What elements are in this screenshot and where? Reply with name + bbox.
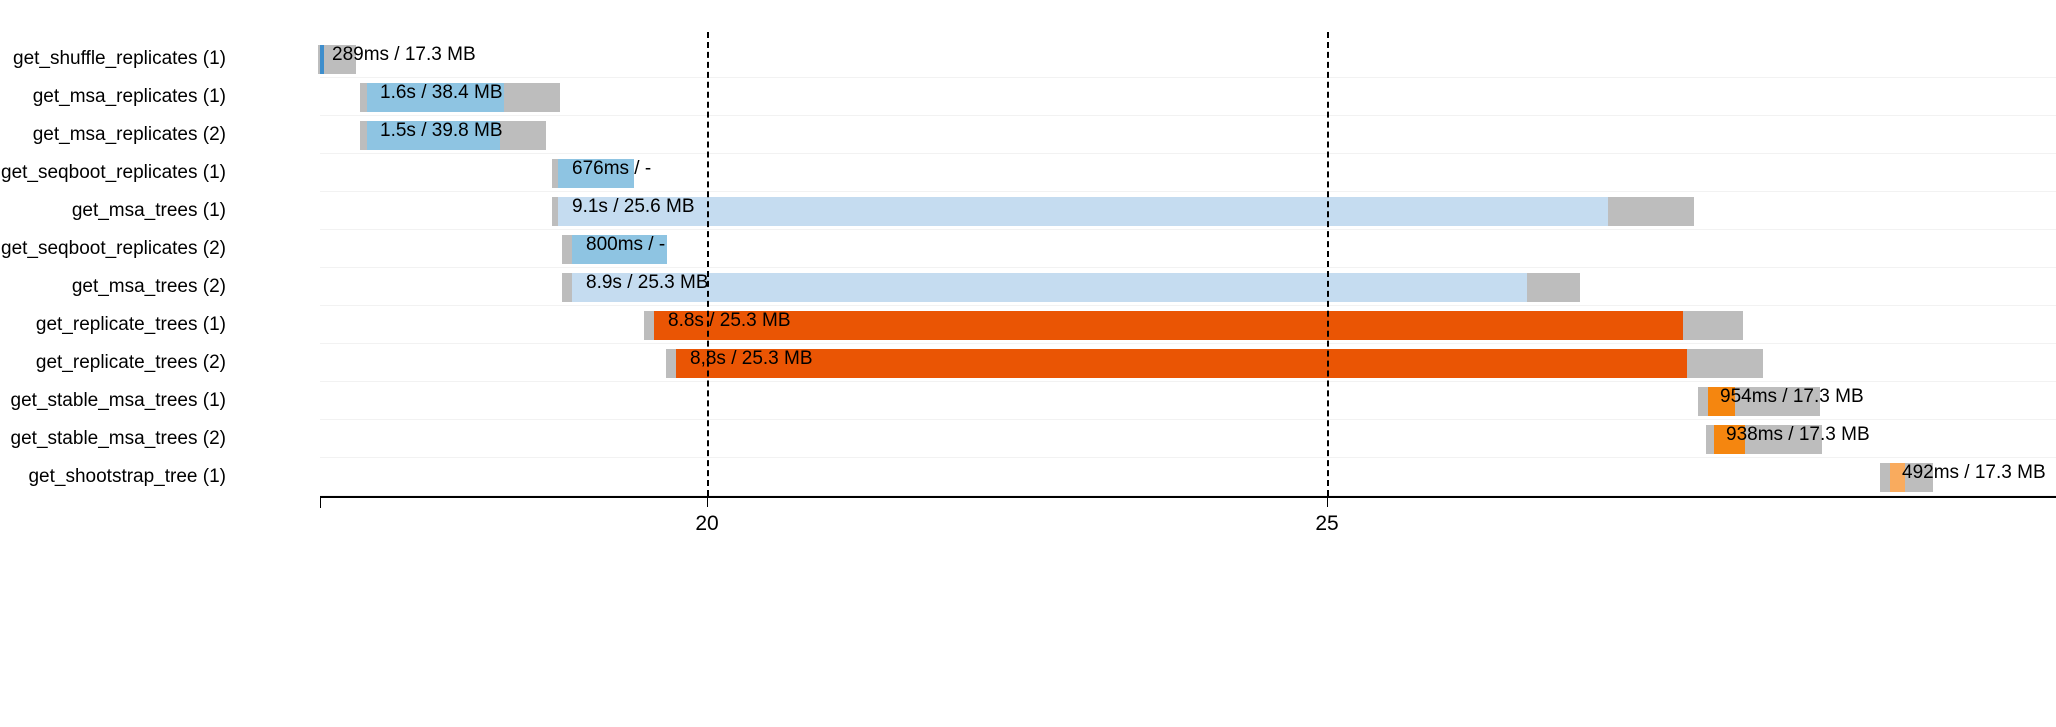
axis-start-cap bbox=[320, 498, 321, 508]
bar-value-label: 1.5s / 39.8 MB bbox=[380, 120, 503, 141]
bar-value-label: 1.6s / 38.4 MB bbox=[380, 82, 503, 103]
gantt-row[interactable]: get_stable_msa_trees (1) 954ms / 17.3 MB bbox=[0, 382, 2056, 420]
bar-total-span[interactable] bbox=[666, 349, 1763, 378]
row-label: get_shootstrap_tree (1) bbox=[28, 466, 226, 487]
tick-mark-25 bbox=[1327, 498, 1328, 507]
bar-active-span[interactable] bbox=[558, 197, 1608, 226]
bar-active-span[interactable] bbox=[572, 273, 1527, 302]
tick-label-20: 20 bbox=[695, 512, 719, 535]
gridline-25 bbox=[1327, 32, 1329, 496]
row-separator bbox=[320, 419, 2056, 420]
bar-total-span[interactable] bbox=[318, 45, 356, 74]
bar-active-span[interactable] bbox=[654, 311, 1683, 340]
bar-total-span[interactable] bbox=[360, 83, 560, 112]
gantt-row[interactable]: get_msa_replicates (1) 1.6s / 38.4 MB bbox=[0, 78, 2056, 116]
row-separator bbox=[320, 191, 2056, 192]
bar-value-label: 9.1s / 25.6 MB bbox=[572, 196, 695, 217]
tick-label-25: 25 bbox=[1315, 512, 1339, 535]
bar-value-label: 800ms / - bbox=[586, 234, 666, 255]
gantt-row[interactable]: get_msa_trees (2) 8.9s / 25.3 MB bbox=[0, 268, 2056, 306]
row-label: get_msa_replicates (1) bbox=[32, 86, 226, 107]
bar-total-span[interactable] bbox=[562, 235, 667, 264]
row-separator bbox=[320, 153, 2056, 154]
gridline-20 bbox=[707, 32, 709, 496]
gantt-row[interactable]: get_replicate_trees (1) 8.8s / 25.3 MB bbox=[0, 306, 2056, 344]
bar-active-span[interactable] bbox=[572, 235, 667, 264]
bar-active-span[interactable] bbox=[367, 83, 504, 112]
gantt-row[interactable]: get_shootstrap_tree (1) 492ms / 17.3 MB bbox=[0, 458, 2056, 496]
bar-value-label: 8,8s / 25.3 MB bbox=[690, 348, 813, 369]
bar-active-span[interactable] bbox=[367, 121, 500, 150]
gantt-row[interactable]: get_shuffle_replicates (1) 289ms / 17.3 M… bbox=[0, 40, 2056, 78]
row-label: get_stable_msa_trees (1) bbox=[10, 390, 226, 411]
bar-value-label: 492ms / 17.3 MB bbox=[1902, 462, 2046, 483]
bar-total-span[interactable] bbox=[1706, 425, 1822, 454]
row-separator bbox=[320, 267, 2056, 268]
bar-total-span[interactable] bbox=[644, 311, 1743, 340]
row-label: get_seqboot_replicates (2) bbox=[1, 238, 226, 259]
row-label: get_shuffle_replicates (1) bbox=[13, 48, 226, 69]
bar-value-label: 954ms / 17.3 MB bbox=[1720, 386, 1864, 407]
bar-active-span[interactable] bbox=[676, 349, 1687, 378]
gantt-row[interactable]: get_stable_msa_trees (2) 938ms / 17.3 MB bbox=[0, 420, 2056, 458]
row-label: get_msa_trees (1) bbox=[71, 200, 226, 221]
gantt-row[interactable]: get_seqboot_replicates (1) 676ms / - bbox=[0, 154, 2056, 192]
bar-total-span[interactable] bbox=[552, 159, 634, 188]
bar-active-span[interactable] bbox=[1714, 425, 1745, 454]
row-separator bbox=[320, 229, 2056, 230]
bar-active-span[interactable] bbox=[558, 159, 634, 188]
bar-value-label: 8.8s / 25.3 MB bbox=[668, 310, 791, 331]
bar-active-span[interactable] bbox=[320, 45, 324, 74]
bar-total-span[interactable] bbox=[552, 197, 1694, 226]
gantt-row[interactable]: get_msa_trees (1) 9.1s / 25.6 MB bbox=[0, 192, 2056, 230]
row-label: get_msa_trees (2) bbox=[71, 276, 226, 297]
row-separator bbox=[320, 381, 2056, 382]
bar-active-span[interactable] bbox=[1708, 387, 1735, 416]
row-separator bbox=[320, 343, 2056, 344]
row-separator bbox=[320, 495, 2056, 496]
gantt-row[interactable]: get_msa_replicates (2) 1.5s / 39.8 MB bbox=[0, 116, 2056, 154]
row-label: get_stable_msa_trees (2) bbox=[10, 428, 226, 449]
row-separator bbox=[320, 115, 2056, 116]
row-label: get_seqboot_replicates (1) bbox=[1, 162, 226, 183]
row-separator bbox=[320, 305, 2056, 306]
bar-total-span[interactable] bbox=[1880, 463, 1933, 492]
bar-value-label: 676ms / - bbox=[572, 158, 652, 179]
bar-value-label: 289ms / 17.3 MB bbox=[332, 44, 476, 65]
gantt-row[interactable]: get_seqboot_replicates (2) 800ms / - bbox=[0, 230, 2056, 268]
bar-active-span[interactable] bbox=[1890, 463, 1905, 492]
row-label: get_replicate_trees (1) bbox=[35, 314, 226, 335]
axis-line bbox=[320, 496, 2056, 498]
bar-value-label: 938ms / 17.3 MB bbox=[1726, 424, 1870, 445]
bar-value-label: 8.9s / 25.3 MB bbox=[586, 272, 709, 293]
tick-mark-20 bbox=[707, 498, 708, 507]
gantt-row[interactable]: get_replicate_trees (2) 8,8s / 25.3 MB bbox=[0, 344, 2056, 382]
bar-total-span[interactable] bbox=[1698, 387, 1820, 416]
bar-total-span[interactable] bbox=[360, 121, 546, 150]
row-label: get_replicate_trees (2) bbox=[35, 352, 226, 373]
row-label: get_msa_replicates (2) bbox=[32, 124, 226, 145]
bar-total-span[interactable] bbox=[562, 273, 1580, 302]
row-separator bbox=[320, 457, 2056, 458]
row-separator bbox=[320, 77, 2056, 78]
